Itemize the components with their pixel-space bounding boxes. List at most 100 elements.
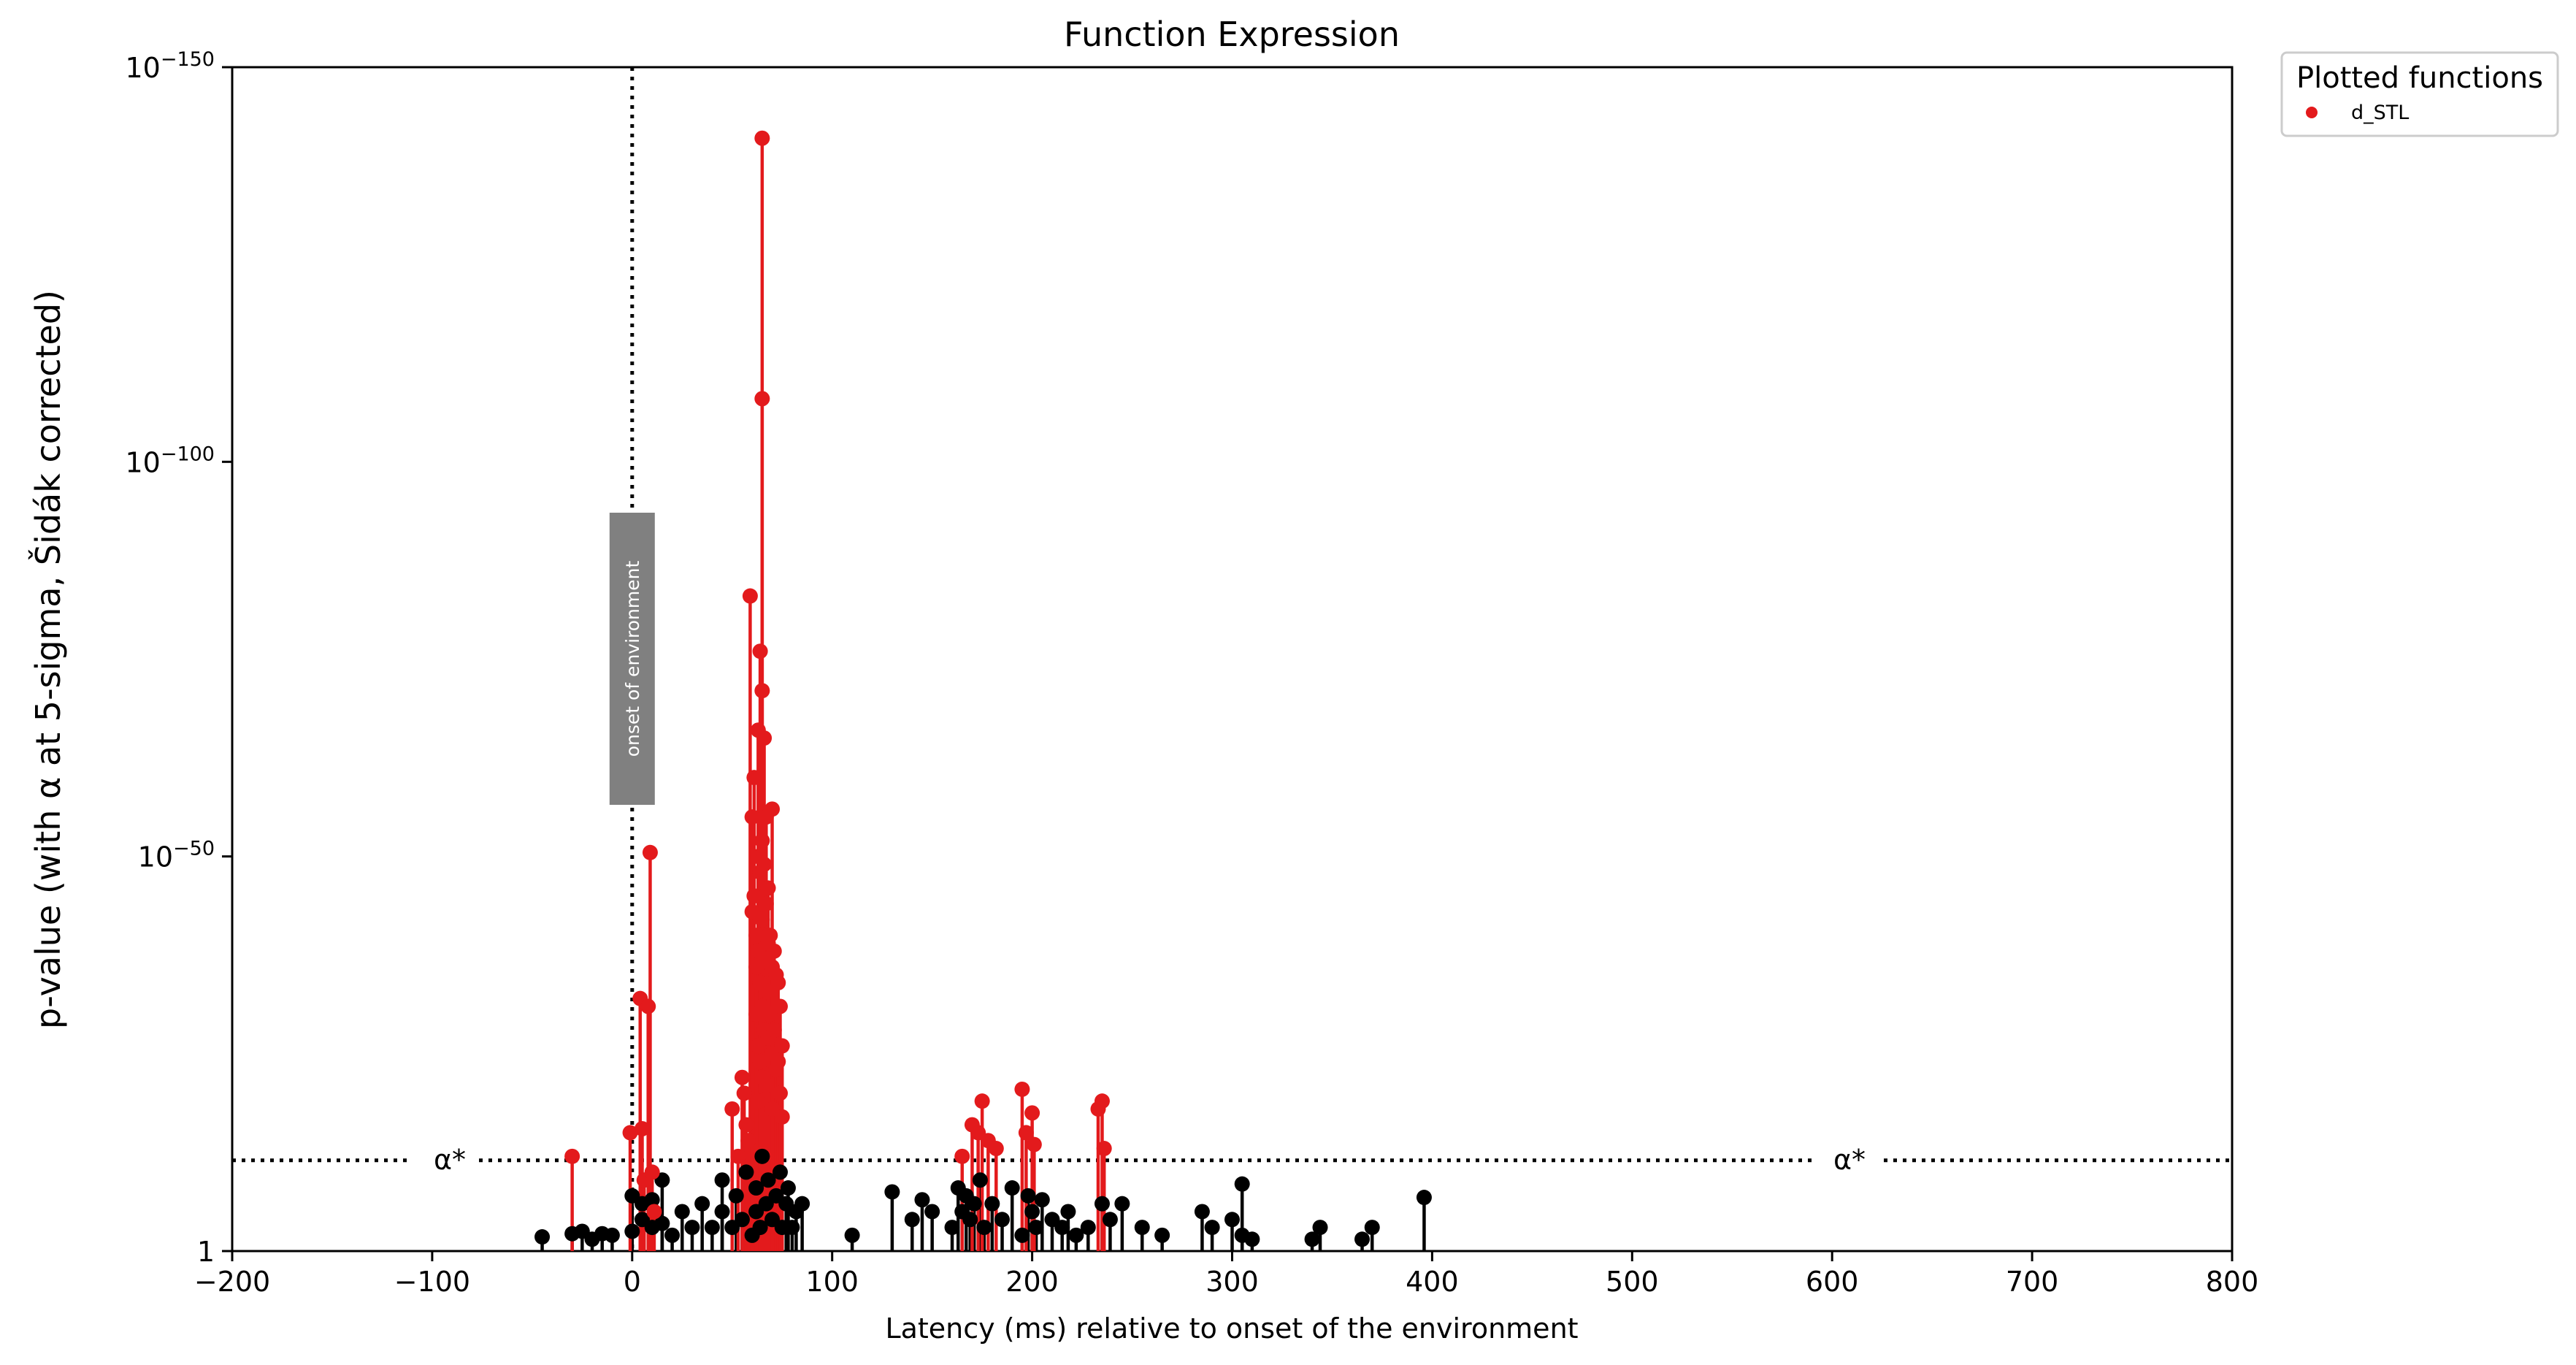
point-d-stl-10 — [730, 1148, 746, 1164]
onset-label-box: onset of environment — [609, 513, 655, 805]
point-d-stl-13 — [738, 1117, 754, 1133]
point-sub-threshold-27 — [748, 1180, 764, 1196]
legend-frame — [2280, 51, 2559, 137]
y-axis-label: p-value (with α at 5-sigma, Šidák correc… — [28, 290, 68, 1029]
point-sub-threshold-59 — [1024, 1204, 1040, 1220]
point-sub-threshold-71 — [1154, 1227, 1170, 1243]
y-tick-label: 10−150 — [125, 48, 215, 84]
point-sub-threshold-50 — [962, 1212, 978, 1228]
point-d-stl-75 — [1026, 1136, 1042, 1152]
x-tick-label: 800 — [2206, 1266, 2259, 1298]
point-d-stl-77 — [1094, 1093, 1110, 1109]
x-tick-label: 600 — [1806, 1266, 1859, 1298]
point-d-stl-47 — [760, 880, 776, 896]
x-tick-label: 500 — [1606, 1266, 1659, 1298]
point-d-stl-12 — [736, 1085, 752, 1101]
point-d-stl-56 — [766, 943, 782, 959]
point-sub-threshold-64 — [1060, 1204, 1076, 1220]
point-sub-threshold-45 — [924, 1204, 940, 1220]
point-d-stl-66 — [954, 1148, 970, 1164]
point-sub-threshold-40 — [794, 1196, 810, 1212]
point-sub-threshold-78 — [1304, 1231, 1320, 1247]
point-sub-threshold-42 — [884, 1184, 900, 1200]
y-tick-label: 10−100 — [125, 443, 215, 478]
point-sub-threshold-28 — [752, 1220, 768, 1236]
point-sub-threshold-66 — [1080, 1220, 1096, 1236]
point-sub-threshold-44 — [914, 1192, 930, 1208]
point-sub-threshold-57 — [1014, 1227, 1030, 1243]
point-d-stl-78 — [1096, 1141, 1112, 1157]
alpha-label-right-bg — [1817, 1144, 1882, 1177]
point-d-stl-19 — [746, 888, 762, 904]
point-d-stl-34 — [754, 683, 770, 699]
legend: Plotted functions d_STL — [2280, 51, 2559, 137]
point-sub-threshold-37 — [780, 1180, 796, 1196]
point-sub-threshold-67 — [1094, 1196, 1110, 1212]
point-d-stl-45 — [758, 982, 774, 998]
alpha-label-left-bg — [410, 1144, 476, 1177]
point-sub-threshold-29 — [754, 1148, 770, 1164]
x-tick-label: 100 — [805, 1266, 859, 1298]
point-d-stl-50 — [762, 928, 778, 944]
point-sub-threshold-54 — [984, 1196, 1000, 1212]
point-d-stl-14 — [740, 1133, 756, 1149]
point-d-stl-7 — [644, 1164, 660, 1180]
chart-title: Function Expression — [1064, 15, 1400, 54]
x-tick-label: −100 — [394, 1266, 470, 1298]
point-sub-threshold-56 — [1004, 1180, 1020, 1196]
marker-layer — [534, 130, 1432, 1247]
point-sub-threshold-68 — [1102, 1212, 1118, 1228]
x-tick-label: 300 — [1205, 1266, 1259, 1298]
point-sub-threshold-65 — [1068, 1227, 1084, 1243]
point-d-stl-31 — [752, 1054, 768, 1070]
point-sub-threshold-46 — [944, 1220, 960, 1236]
point-sub-threshold-63 — [1054, 1220, 1070, 1236]
x-axis-ticks: −200 −100 0 100 200 300 400 500 600 700 800 — [194, 1251, 2258, 1298]
point-d-stl-0 — [564, 1148, 580, 1164]
y-tick-label: 10−50 — [138, 838, 215, 873]
point-d-stl-3 — [634, 1120, 650, 1136]
point-sub-threshold-19 — [714, 1204, 730, 1220]
point-sub-threshold-11 — [644, 1192, 660, 1208]
x-axis-label: Latency (ms) relative to onset of the en… — [885, 1312, 1578, 1345]
onset-label-background — [609, 513, 655, 805]
point-d-stl-72 — [1014, 1081, 1030, 1097]
point-sub-threshold-81 — [1364, 1220, 1380, 1236]
point-d-stl-8 — [646, 1204, 662, 1220]
point-d-stl-64 — [774, 1038, 790, 1054]
y-axis-ticks: 1 10−50 10−100 10−150 — [125, 48, 232, 1268]
point-d-stl-40 — [756, 856, 773, 872]
point-sub-threshold-38 — [784, 1220, 800, 1236]
point-d-stl-35 — [754, 833, 770, 849]
point-d-stl-71 — [988, 1141, 1004, 1157]
point-d-stl-20 — [748, 928, 764, 944]
point-sub-threshold-43 — [904, 1212, 920, 1228]
point-d-stl-62 — [772, 998, 788, 1014]
point-sub-threshold-31 — [760, 1172, 776, 1188]
point-sub-threshold-6 — [624, 1223, 640, 1239]
point-d-stl-57 — [766, 1022, 782, 1038]
point-sub-threshold-15 — [674, 1204, 690, 1220]
point-sub-threshold-51 — [966, 1196, 982, 1212]
point-sub-threshold-0 — [534, 1229, 551, 1245]
point-d-stl-16 — [744, 809, 760, 825]
point-sub-threshold-14 — [664, 1227, 681, 1243]
point-sub-threshold-24 — [738, 1164, 754, 1180]
onset-label: onset of environment — [622, 561, 643, 757]
x-tick-label: 400 — [1406, 1266, 1459, 1298]
point-d-stl-32 — [754, 130, 770, 146]
point-sub-threshold-23 — [734, 1212, 750, 1228]
point-d-stl-36 — [754, 911, 770, 928]
point-sub-threshold-70 — [1134, 1220, 1150, 1236]
point-sub-threshold-12 — [654, 1215, 670, 1231]
point-sub-threshold-77 — [1244, 1231, 1260, 1247]
point-sub-threshold-72 — [1194, 1204, 1210, 1220]
point-d-stl-9 — [724, 1101, 740, 1117]
y-tick-label: 1 — [197, 1236, 215, 1268]
point-d-stl-65 — [774, 1109, 790, 1125]
x-tick-label: 200 — [1005, 1266, 1059, 1298]
legend-marker-d-stl — [2306, 107, 2318, 118]
point-sub-threshold-16 — [684, 1220, 700, 1236]
legend-label-d-stl: d_STL — [2351, 102, 2409, 124]
x-tick-label: 700 — [2006, 1266, 2059, 1298]
